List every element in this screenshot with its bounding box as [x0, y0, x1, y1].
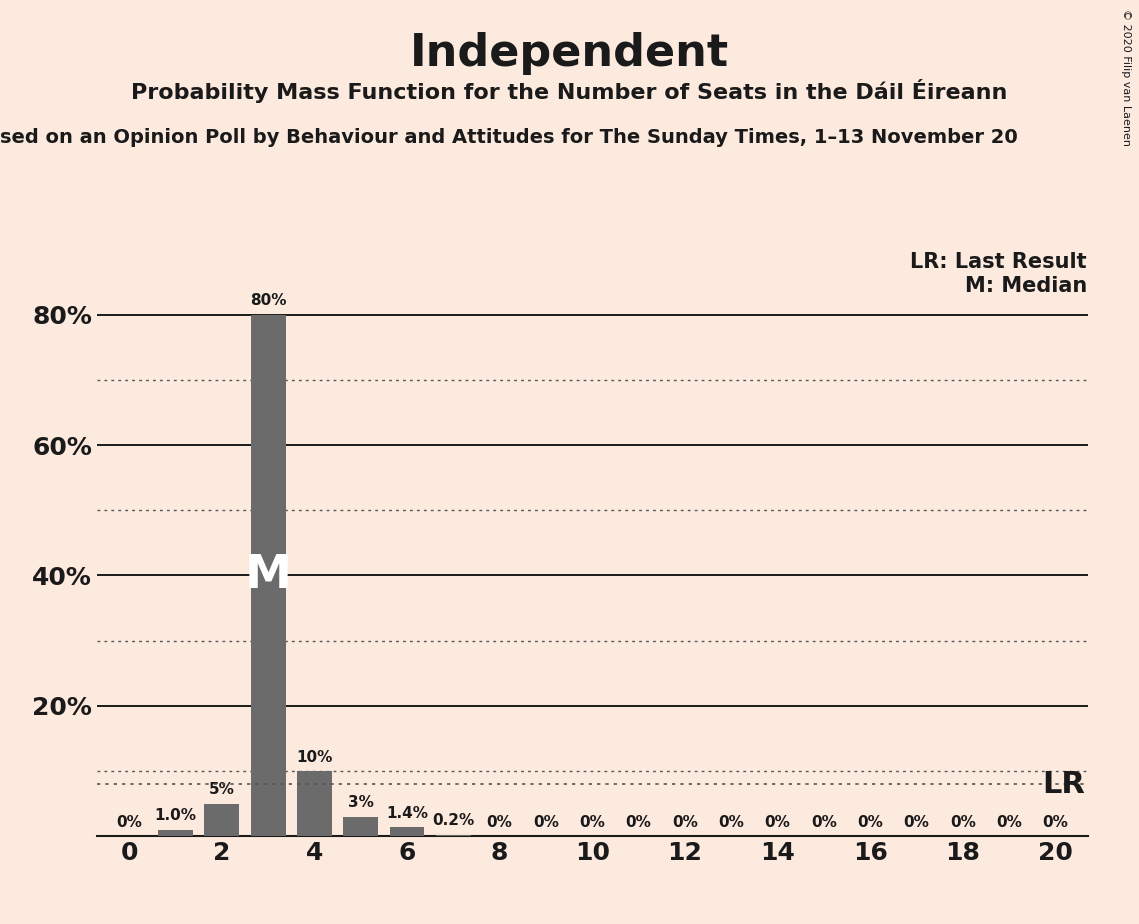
Text: 5%: 5%: [208, 782, 235, 797]
Text: 1.0%: 1.0%: [155, 808, 197, 823]
Text: Probability Mass Function for the Number of Seats in the Dáil Éireann: Probability Mass Function for the Number…: [131, 79, 1008, 103]
Text: 0.2%: 0.2%: [432, 813, 475, 829]
Text: M: Median: M: Median: [965, 276, 1087, 296]
Text: 0%: 0%: [858, 815, 883, 830]
Text: LR: LR: [1042, 770, 1085, 798]
Bar: [205, 804, 239, 836]
Text: 0%: 0%: [764, 815, 790, 830]
Text: © 2020 Filip van Laenen: © 2020 Filip van Laenen: [1121, 9, 1131, 146]
Bar: [158, 830, 192, 836]
Bar: [436, 835, 470, 836]
Text: M: M: [245, 553, 292, 598]
Bar: [343, 817, 378, 836]
Text: 0%: 0%: [950, 815, 976, 830]
Text: 0%: 0%: [719, 815, 744, 830]
Text: 0%: 0%: [533, 815, 559, 830]
Text: 0%: 0%: [903, 815, 929, 830]
Bar: [297, 771, 331, 836]
Text: 0%: 0%: [486, 815, 513, 830]
Text: sed on an Opinion Poll by Behaviour and Attitudes for The Sunday Times, 1–13 Nov: sed on an Opinion Poll by Behaviour and …: [0, 128, 1018, 147]
Text: 0%: 0%: [116, 815, 142, 830]
Text: 0%: 0%: [1042, 815, 1068, 830]
Text: 0%: 0%: [672, 815, 698, 830]
Text: LR: Last Result: LR: Last Result: [910, 252, 1087, 273]
Text: Independent: Independent: [410, 32, 729, 76]
Text: 3%: 3%: [347, 796, 374, 810]
Text: 1.4%: 1.4%: [386, 806, 428, 821]
Text: 0%: 0%: [997, 815, 1022, 830]
Bar: [390, 827, 425, 836]
Text: 80%: 80%: [249, 293, 286, 309]
Text: 0%: 0%: [811, 815, 837, 830]
Text: 0%: 0%: [625, 815, 652, 830]
Bar: [251, 315, 286, 836]
Text: 0%: 0%: [580, 815, 605, 830]
Text: 10%: 10%: [296, 749, 333, 764]
